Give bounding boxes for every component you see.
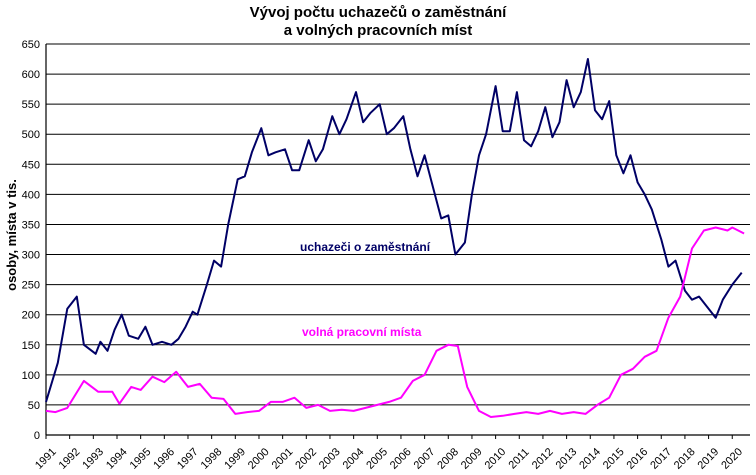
chart-title-line1: Vývoj počtu uchazečů o zaměstnání <box>249 4 507 21</box>
x-tick-label-1993: 1993 <box>80 446 106 472</box>
x-tick-label-1992: 1992 <box>57 446 83 472</box>
x-tick-label-2010: 2010 <box>483 446 509 472</box>
x-tick-label-2006: 2006 <box>388 446 414 472</box>
y-tick-label-550: 550 <box>22 99 40 111</box>
y-axis-label: osoby, místa v tis. <box>4 179 19 291</box>
x-tick-label-2004: 2004 <box>341 446 367 472</box>
axes <box>45 44 750 436</box>
x-tick-label-2000: 2000 <box>246 446 272 472</box>
series-line-0 <box>45 58 743 403</box>
x-tick-label-2020: 2020 <box>719 446 745 472</box>
x-tick-label-2005: 2005 <box>364 446 390 472</box>
x-tick-label-2001: 2001 <box>270 446 296 472</box>
series-line-1 <box>45 226 745 418</box>
gridlines <box>46 43 750 436</box>
annotation-volna-mista: volná pracovní místa <box>302 325 422 339</box>
y-tick-label-300: 300 <box>22 250 40 262</box>
chart-title-line2: a volných pracovních míst <box>283 22 473 39</box>
x-tick-label-2014: 2014 <box>577 446 603 472</box>
x-tick-label-2002: 2002 <box>293 446 319 472</box>
y-tick-label-400: 400 <box>22 189 40 201</box>
x-tick-label-2018: 2018 <box>672 446 698 472</box>
y-tick-label-0: 0 <box>34 430 40 442</box>
y-tick-label-450: 450 <box>22 159 40 171</box>
x-tick-label-2017: 2017 <box>648 446 674 472</box>
x-axis-ticks: 1991199219931994199519961997199819992000… <box>33 435 745 472</box>
chart-title: Vývoj počtu uchazečů o zaměstnání a voln… <box>0 4 756 40</box>
x-tick-label-2009: 2009 <box>459 446 485 472</box>
x-tick-label-2019: 2019 <box>696 446 722 472</box>
x-tick-label-1999: 1999 <box>222 446 248 472</box>
y-tick-label-50: 50 <box>28 400 40 412</box>
y-tick-label-100: 100 <box>22 370 40 382</box>
x-tick-label-1991: 1991 <box>33 446 59 472</box>
x-tick-label-2007: 2007 <box>412 446 438 472</box>
y-tick-label-500: 500 <box>22 129 40 141</box>
x-tick-label-1995: 1995 <box>128 446 154 472</box>
y-tick-label-600: 600 <box>22 69 40 81</box>
annotation-uchazeci: uchazeči o zaměstnání <box>300 240 431 254</box>
x-tick-label-2012: 2012 <box>530 446 556 472</box>
x-tick-label-1998: 1998 <box>199 446 225 472</box>
x-tick-label-1997: 1997 <box>175 446 201 472</box>
y-tick-label-150: 150 <box>22 340 40 352</box>
y-tick-label-200: 200 <box>22 310 40 322</box>
y-axis-ticks: 0 50 100 150 200 250 300 350 400 450 500 550 600 650 <box>22 39 40 442</box>
x-tick-label-2013: 2013 <box>554 446 580 472</box>
y-tick-label-350: 350 <box>22 219 40 231</box>
x-tick-label-2008: 2008 <box>435 446 461 472</box>
series-lines <box>45 58 745 418</box>
y-tick-label-650: 650 <box>22 39 40 51</box>
x-tick-label-1994: 1994 <box>104 446 130 472</box>
x-tick-label-2003: 2003 <box>317 446 343 472</box>
x-tick-label-2015: 2015 <box>601 446 627 472</box>
y-tick-label-250: 250 <box>22 280 40 292</box>
x-tick-label-2016: 2016 <box>625 446 651 472</box>
x-tick-label-2011: 2011 <box>507 446 532 471</box>
x-tick-label-1996: 1996 <box>151 446 177 472</box>
